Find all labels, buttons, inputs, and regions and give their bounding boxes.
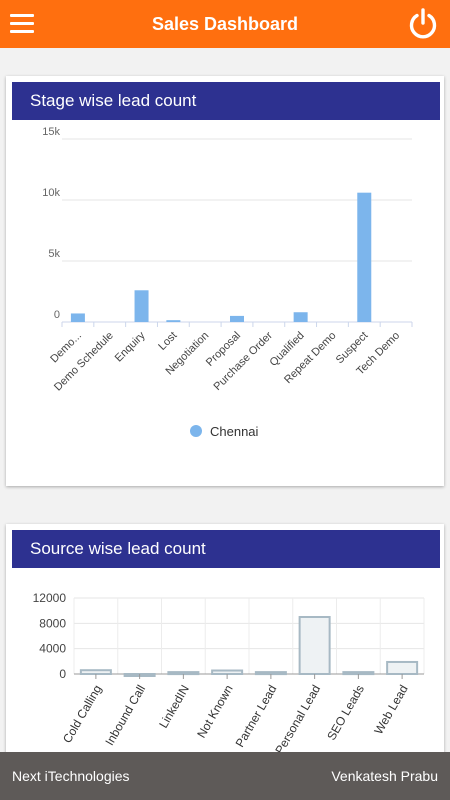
x-tick-label: Web Lead xyxy=(371,683,410,737)
source-card-title: Source wise lead count xyxy=(12,530,440,568)
bar xyxy=(230,315,244,322)
y-tick-label: 8000 xyxy=(39,616,66,630)
x-tick-label: Partner Lead xyxy=(233,683,280,750)
y-tick-label: 12000 xyxy=(33,591,67,605)
x-tick-label: Enquiry xyxy=(113,329,148,364)
bar xyxy=(254,671,287,676)
stage-chart-card: Stage wise lead count 0 5k 10k 15k Demo... De… xyxy=(6,76,444,486)
bar xyxy=(79,669,112,675)
x-tick-label: Lost xyxy=(156,330,179,353)
bar xyxy=(167,671,200,676)
bar xyxy=(357,192,372,322)
app-header: Sales Dashboard xyxy=(0,0,450,48)
x-tick-label: LinkedIN xyxy=(156,683,192,731)
legend-label: Chennai xyxy=(210,424,259,439)
stage-card-title: Stage wise lead count xyxy=(12,82,440,120)
bar xyxy=(70,313,85,322)
x-tick-label: Cold Calling xyxy=(60,683,104,746)
y-tick-label: 0 xyxy=(59,667,66,681)
bar xyxy=(298,616,331,675)
user-name: Venkatesh Prabu xyxy=(331,768,438,784)
y-tick-label: 10k xyxy=(42,187,60,199)
x-tick-label: Personal Lead xyxy=(272,683,323,757)
x-tick-label: Purchase Order xyxy=(212,329,276,393)
bar xyxy=(342,671,375,676)
x-tick-label: SEO Leads xyxy=(324,683,367,743)
footer-bar: Next iTechnologies Venkatesh Prabu xyxy=(0,752,450,800)
y-tick-label: 5k xyxy=(48,248,60,260)
source-chart-card: Source wise lead count 0 4000 8000 12000 Col… xyxy=(6,524,444,764)
y-tick-label: 0 xyxy=(54,309,60,321)
bar xyxy=(166,320,181,322)
bar xyxy=(134,290,149,322)
y-tick-label: 15k xyxy=(42,126,60,138)
page-title: Sales Dashboard xyxy=(151,14,299,34)
x-tick-label: Demo Schedule xyxy=(52,330,116,394)
company-name: Next iTechnologies xyxy=(12,768,130,784)
legend-marker xyxy=(190,425,202,437)
x-tick-label: Not Known xyxy=(194,683,235,741)
bar xyxy=(293,312,308,322)
power-icon[interactable] xyxy=(406,7,440,41)
x-tick-label: Inbound Call xyxy=(102,683,148,748)
hamburger-menu-icon[interactable] xyxy=(10,14,34,34)
y-tick-label: 4000 xyxy=(39,642,66,656)
bar xyxy=(211,669,244,675)
bar xyxy=(386,660,419,675)
